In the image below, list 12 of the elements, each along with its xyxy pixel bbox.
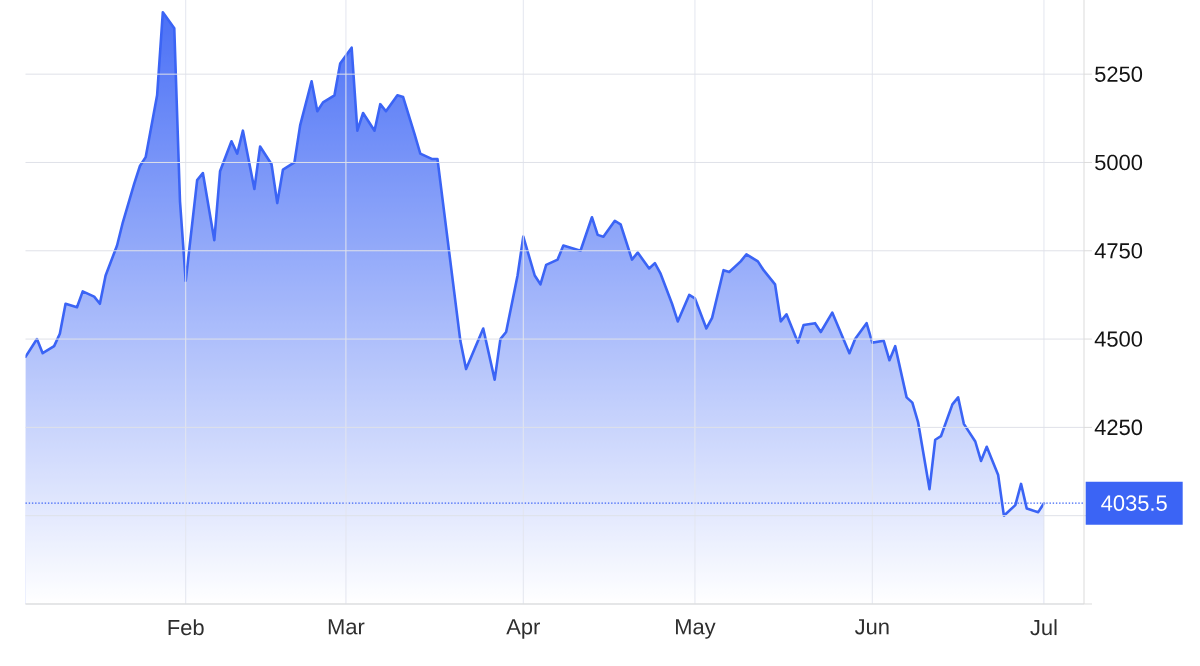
y-tick-label: 4750 xyxy=(1094,243,1143,259)
y-tick-label: 4250 xyxy=(1094,419,1143,436)
x-tick-label: May xyxy=(676,619,716,639)
x-tick-label: Jun xyxy=(854,619,889,635)
x-tick-label: Jul xyxy=(1030,619,1057,636)
y-tick-label: 5000 xyxy=(1095,154,1143,171)
ref-line-label: 4035.5 xyxy=(1101,495,1167,511)
y-tick-label: 5250 xyxy=(1095,66,1143,82)
x-tick-label: Apr xyxy=(506,619,540,639)
y-tick-label: 4500 xyxy=(1094,331,1143,347)
x-tick-label: Feb xyxy=(168,619,204,636)
x-tick-label: Mar xyxy=(328,619,365,635)
